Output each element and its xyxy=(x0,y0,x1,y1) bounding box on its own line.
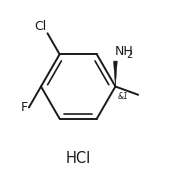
Text: F: F xyxy=(20,101,28,114)
Text: Cl: Cl xyxy=(34,20,46,33)
Text: 2: 2 xyxy=(126,50,132,60)
Text: &1: &1 xyxy=(117,92,128,101)
Polygon shape xyxy=(113,61,117,86)
Text: HCl: HCl xyxy=(66,151,91,166)
Text: NH: NH xyxy=(115,45,133,58)
